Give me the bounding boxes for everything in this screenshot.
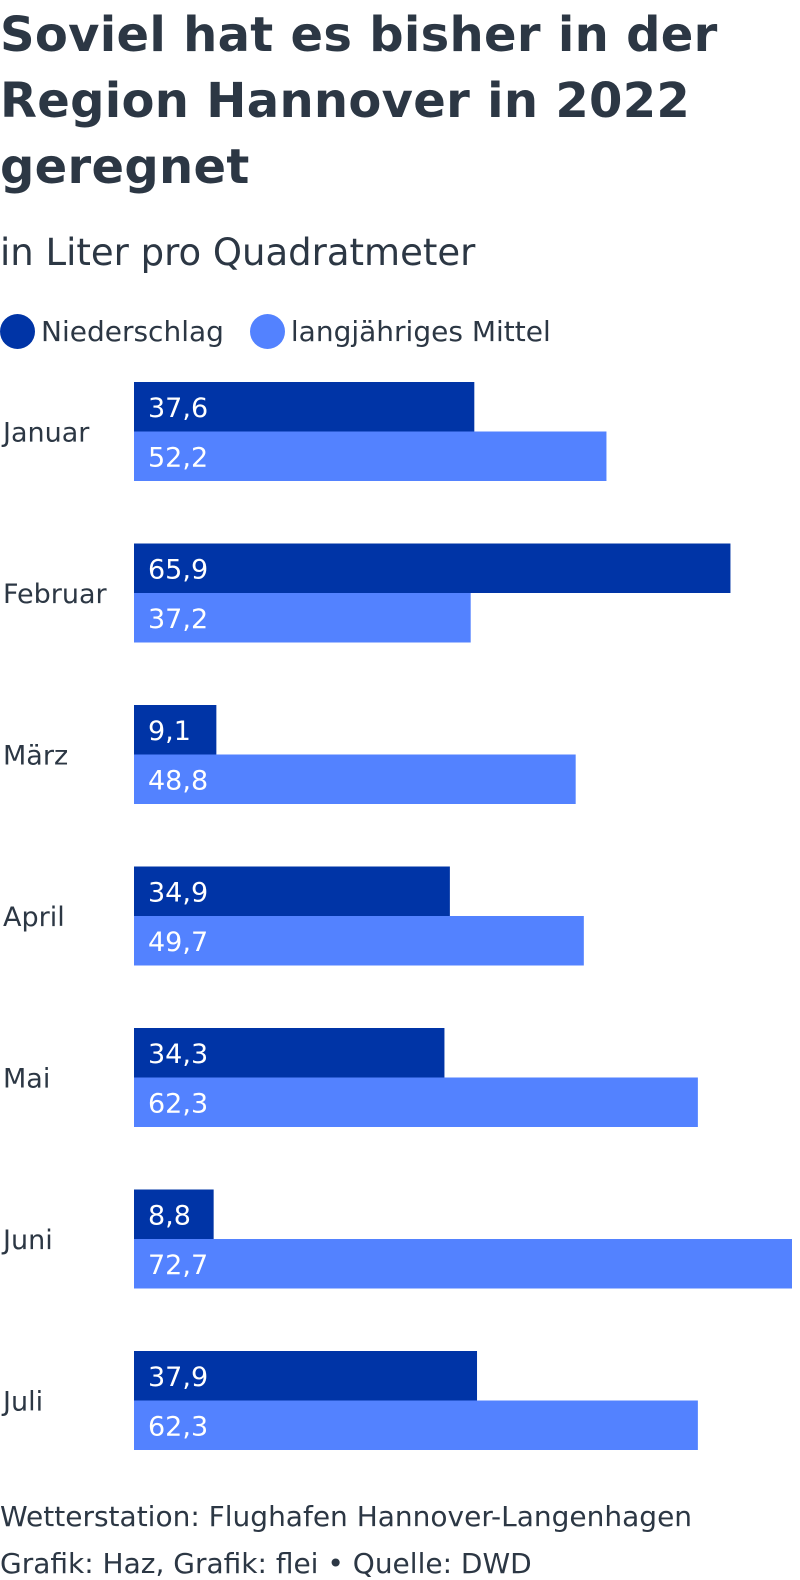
data-label-niederschlag-januar: 37,6 (148, 393, 208, 424)
data-label-mittel-januar: 52,2 (148, 442, 208, 473)
bar-niederschlag-juni (134, 1189, 214, 1239)
bar-mittel-marz (134, 754, 576, 804)
legend-label-niederschlag: Niederschlag (41, 314, 224, 348)
footer-credit: Grafik: Haz, Grafik: flei • Quelle: DWD (0, 1547, 532, 1580)
bar-chart: Januar 37,6 52,2 Februar 65,9 37,2 März 9,1 48,8… (1, 382, 792, 1450)
bar-niederschlag-marz (134, 705, 217, 755)
data-label-niederschlag-marz: 9,1 (148, 716, 191, 747)
legend-item-mittel: langjähriges Mittel (249, 313, 551, 349)
bar-niederschlag-mai (134, 1028, 445, 1078)
bar-mittel-februar (134, 593, 471, 643)
data-label-mittel-mai: 62,3 (148, 1088, 208, 1119)
data-label-niederschlag-mai: 34,3 (148, 1039, 208, 1070)
data-label-mittel-april: 49,7 (148, 927, 208, 958)
bar-mittel-januar (134, 431, 607, 481)
bar-niederschlag-januar (134, 382, 475, 432)
category-label-marz: März (3, 741, 68, 772)
category-label-mai: Mai (3, 1064, 50, 1095)
legend-swatch-niederschlag (0, 313, 35, 349)
category-label-juli: Juli (1, 1387, 43, 1418)
bar-niederschlag-april (134, 866, 450, 916)
legend-item-niederschlag: Niederschlag (0, 313, 224, 349)
data-label-mittel-juli: 62,3 (148, 1411, 208, 1442)
bar-mittel-juli (134, 1400, 698, 1450)
chart-subtitle: in Liter pro Quadratmeter (0, 231, 476, 274)
bar-niederschlag-juli (134, 1351, 478, 1401)
data-label-niederschlag-juli: 37,9 (148, 1362, 208, 1393)
bar-mittel-mai (134, 1077, 698, 1127)
legend-label-mittel: langjähriges Mittel (290, 314, 551, 348)
bar-niederschlag-februar (134, 543, 731, 593)
legend: Niederschlag langjähriges Mittel (0, 311, 577, 351)
bar-mittel-juni (134, 1239, 792, 1289)
data-label-mittel-marz: 48,8 (148, 765, 208, 796)
footer-station: Wetterstation: Flughafen Hannover-Langen… (0, 1500, 693, 1533)
data-label-niederschlag-februar: 65,9 (148, 554, 208, 585)
data-label-mittel-februar: 37,2 (148, 604, 208, 635)
category-label-januar: Januar (1, 418, 90, 449)
legend-swatch-mittel (249, 313, 285, 349)
category-label-juni: Juni (1, 1225, 53, 1256)
bar-mittel-april (134, 916, 584, 966)
data-label-niederschlag-juni: 8,8 (148, 1200, 191, 1231)
category-label-februar: Februar (3, 579, 108, 610)
data-label-mittel-juni: 72,7 (148, 1250, 208, 1281)
data-label-niederschlag-april: 34,9 (148, 877, 208, 908)
chart-title: Soviel hat es bisher in der Region Hanno… (0, 7, 718, 195)
category-label-april: April (3, 902, 65, 933)
